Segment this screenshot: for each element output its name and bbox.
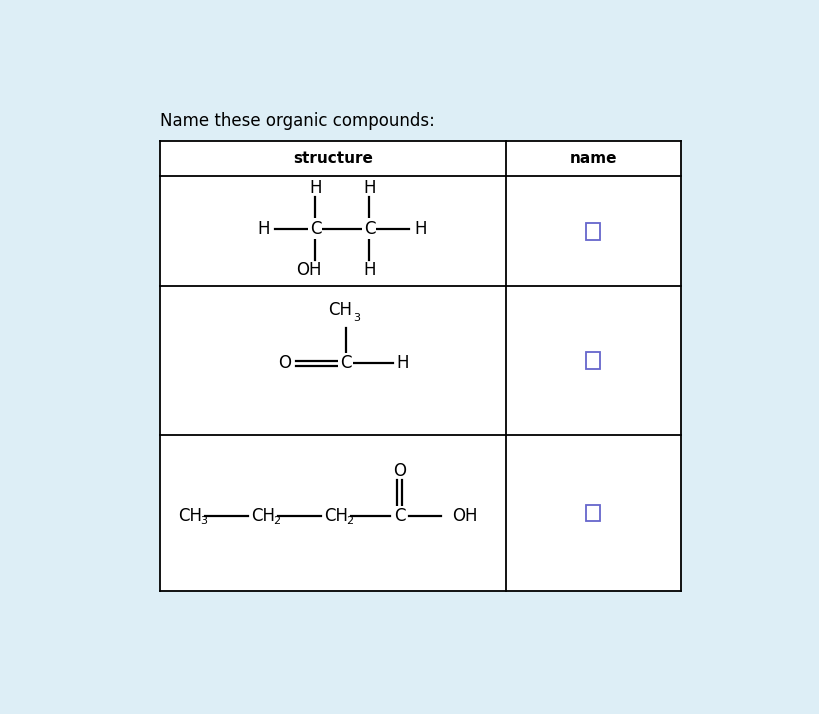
Text: C: C	[363, 220, 375, 238]
Text: H: H	[396, 354, 408, 372]
Text: 3: 3	[200, 516, 207, 526]
Text: structure: structure	[292, 151, 373, 166]
Text: CH: CH	[178, 507, 201, 525]
Text: OH: OH	[452, 507, 477, 525]
Text: CH: CH	[251, 507, 274, 525]
Text: 2: 2	[346, 516, 353, 526]
Text: H: H	[309, 179, 321, 198]
Text: O: O	[392, 463, 405, 481]
Text: O: O	[278, 354, 291, 372]
Text: Name these organic compounds:: Name these organic compounds:	[160, 112, 434, 131]
Text: 2: 2	[273, 516, 280, 526]
Bar	[586, 352, 600, 369]
Text: C: C	[310, 220, 321, 238]
Text: CH: CH	[328, 301, 352, 319]
Bar	[160, 141, 680, 591]
Text: 3: 3	[353, 313, 360, 323]
Text: H: H	[414, 220, 427, 238]
Text: OH: OH	[296, 261, 321, 279]
Text: C: C	[339, 354, 351, 372]
Text: H: H	[363, 179, 375, 198]
Text: CH: CH	[324, 507, 347, 525]
Text: H: H	[257, 220, 269, 238]
Text: name: name	[569, 151, 617, 166]
Bar	[586, 223, 600, 240]
Text: H: H	[363, 261, 375, 279]
Text: C: C	[393, 507, 405, 525]
Bar	[586, 505, 600, 521]
